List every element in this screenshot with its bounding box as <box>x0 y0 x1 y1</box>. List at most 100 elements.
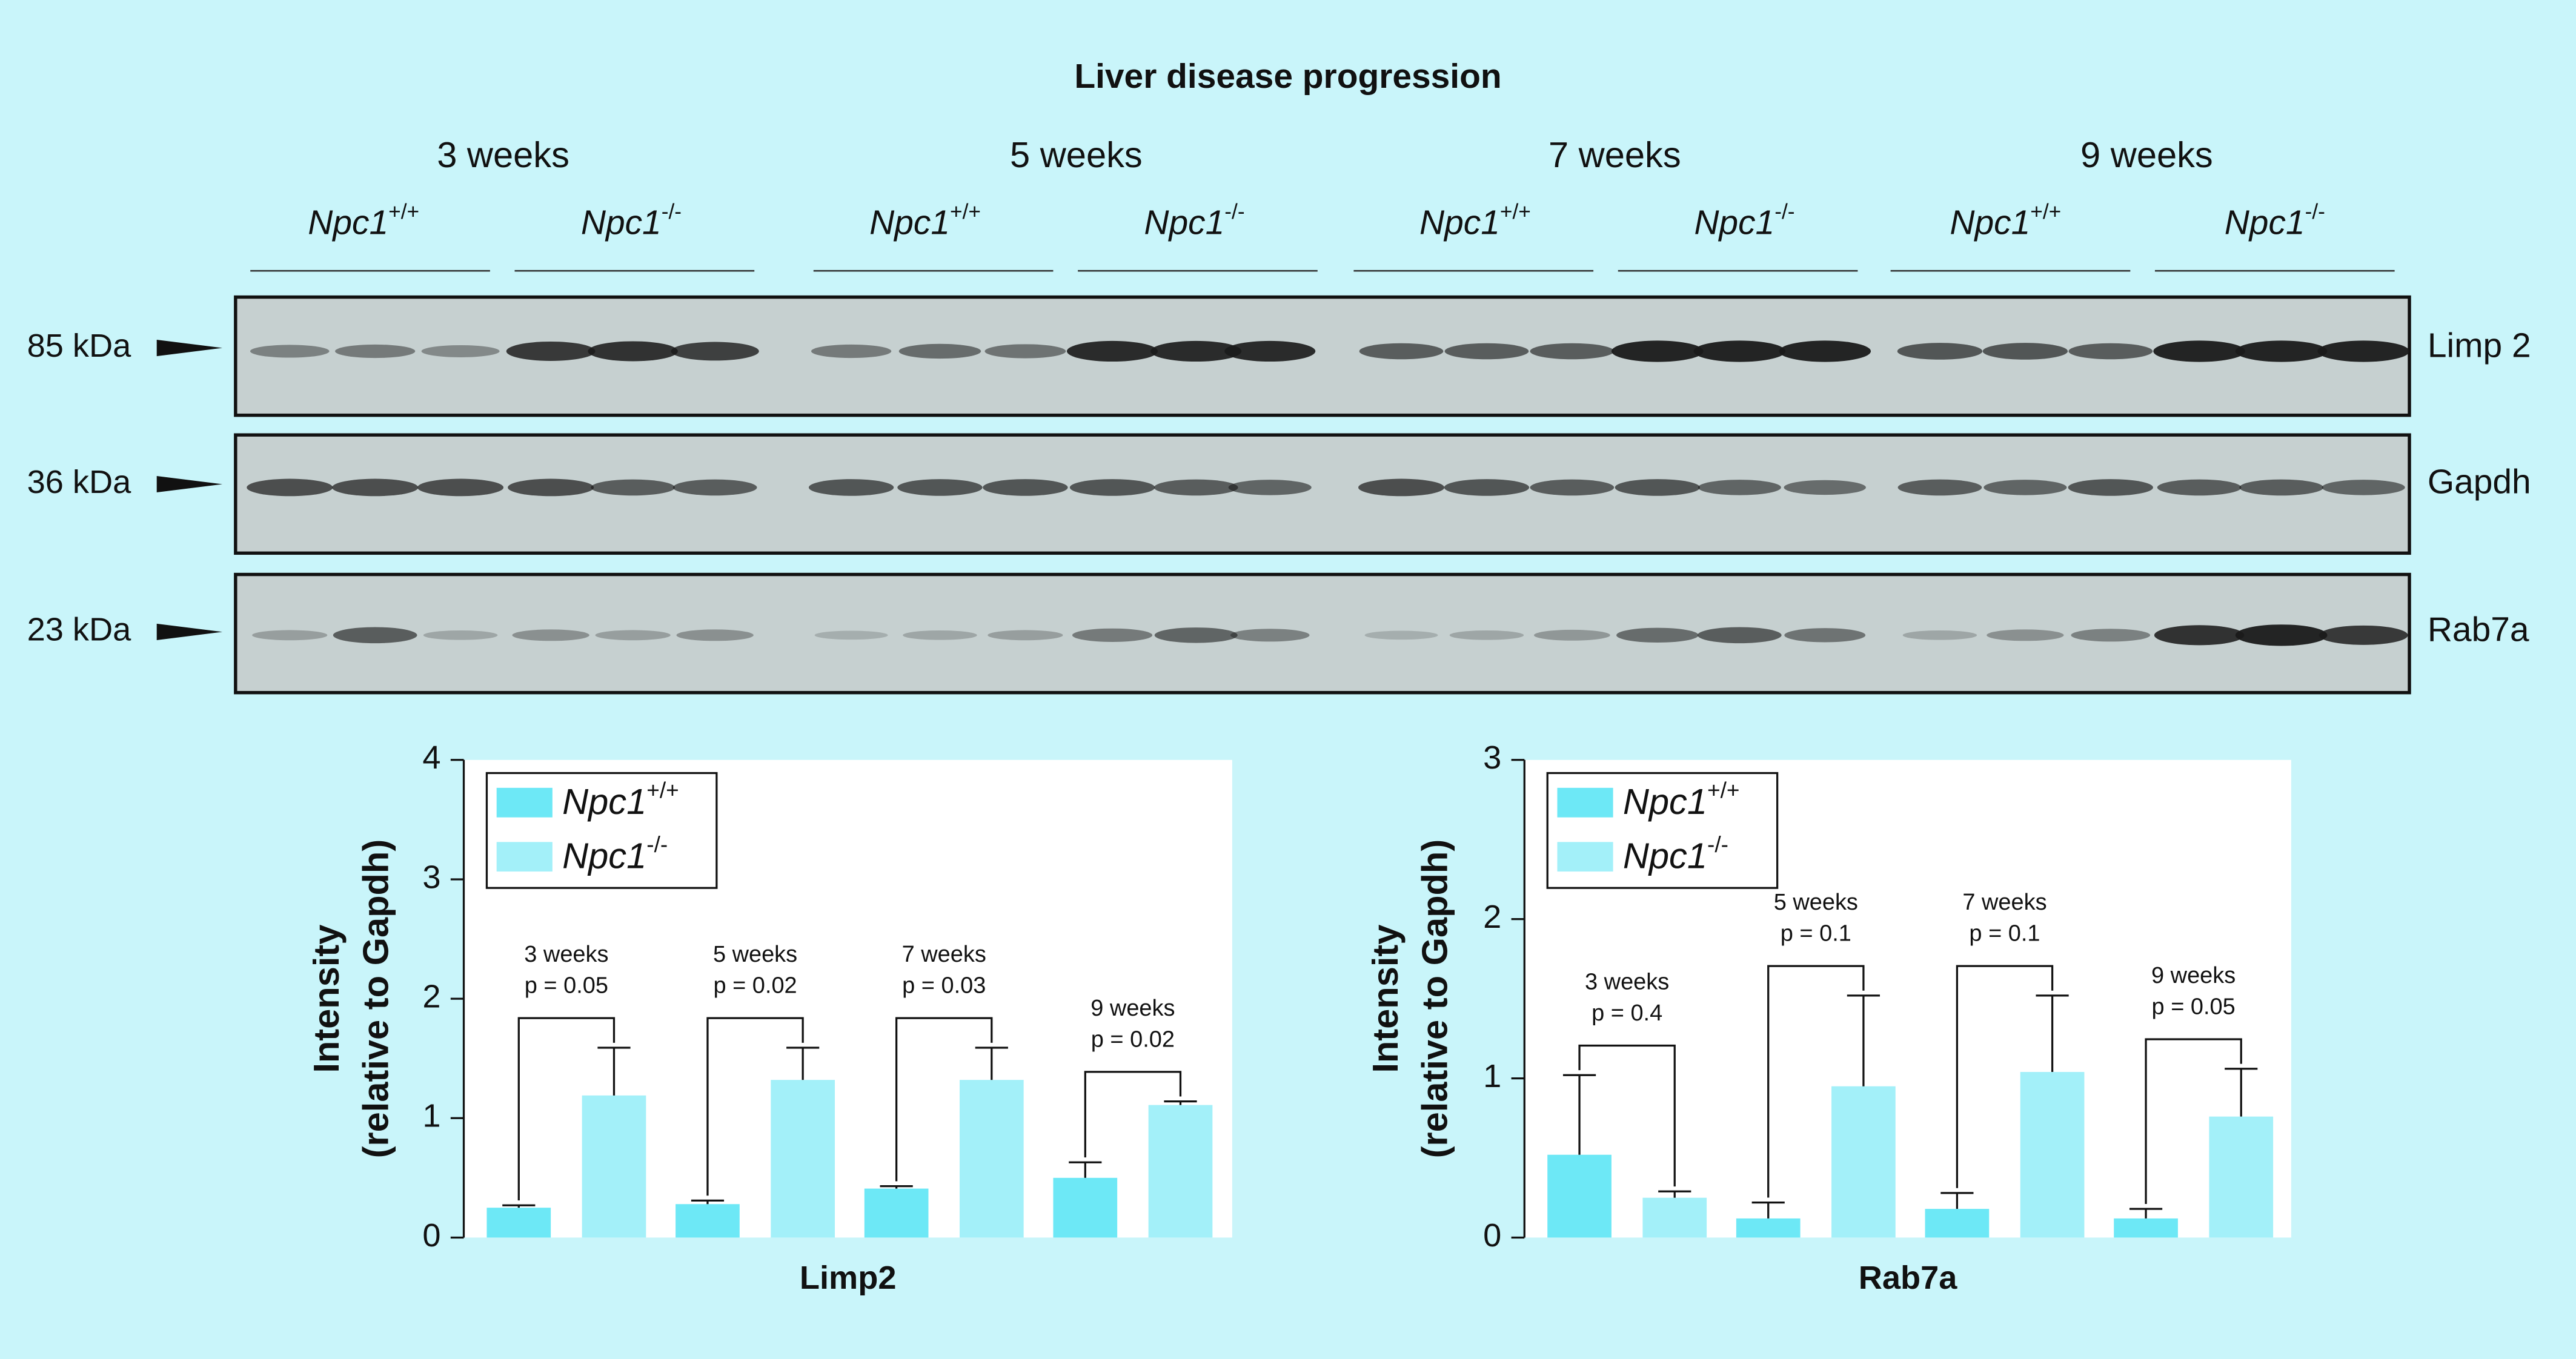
genotype-label: Npc1-/- <box>581 200 682 242</box>
bar <box>1053 1177 1118 1238</box>
blot-band <box>506 341 596 361</box>
bar <box>1547 1154 1612 1238</box>
blot-band <box>2071 629 2151 642</box>
blot-band <box>1779 340 1871 362</box>
y-tick-label: 2 <box>1483 899 1501 935</box>
blot-band <box>814 630 888 640</box>
blot-band <box>2068 479 2153 496</box>
blot-panel <box>234 433 2411 555</box>
genotype-label: Npc1+/+ <box>1419 200 1531 242</box>
blot-band <box>671 342 759 361</box>
blot-band <box>903 630 977 640</box>
annotation-text: p = 0.02 <box>1091 1027 1175 1052</box>
legend-swatch <box>496 787 553 818</box>
blot-band <box>1449 630 1524 640</box>
figure-title: Liver disease progression <box>1074 57 1501 96</box>
blot-band <box>1228 480 1312 495</box>
blot-band <box>421 345 500 357</box>
annotation-text: p = 0.1 <box>1969 921 2040 947</box>
blot-band <box>897 479 983 496</box>
blot-band <box>1150 340 1242 362</box>
error-bar <box>2036 994 2069 1073</box>
error-bar <box>975 1047 1008 1080</box>
legend-swatch <box>1557 787 1613 818</box>
y-axis-label: Intensity <box>1365 925 1406 1073</box>
y-tick-label: 3 <box>1483 739 1501 776</box>
bar <box>1642 1197 1707 1238</box>
blot-band <box>247 478 333 497</box>
annotation-text: p = 0.05 <box>525 973 608 999</box>
marker-label: 85 kDa <box>27 328 132 364</box>
blot-band <box>595 630 671 641</box>
genotype-label: Npc1+/+ <box>1950 200 2061 242</box>
timepoint-label: 7 weeks <box>1549 134 1681 175</box>
annotation-text: p = 0.02 <box>713 973 797 999</box>
genotype-label: Npc1-/- <box>1144 200 1244 242</box>
error-bar <box>1847 994 1881 1086</box>
y-tick-label: 0 <box>1483 1217 1501 1254</box>
blot-band <box>1897 479 1982 496</box>
error-bar <box>1164 1100 1197 1105</box>
x-axis-label: Rab7a <box>1859 1260 1958 1296</box>
annotation-text: p = 0.05 <box>2152 994 2236 1020</box>
blot-band <box>1530 343 1615 360</box>
blot-band <box>591 479 676 496</box>
timepoint-label: 5 weeks <box>1010 134 1143 175</box>
bar <box>1736 1218 1801 1238</box>
protein-label: Gapdh <box>2428 463 2531 501</box>
blot-band <box>1983 480 2067 495</box>
marker-arrow <box>156 340 223 357</box>
blot-band <box>1154 479 1238 496</box>
annotation-text: 9 weeks <box>2151 963 2236 988</box>
legend-swatch <box>1557 842 1613 872</box>
blot-band <box>1359 343 1444 360</box>
blot-band <box>1982 343 2068 360</box>
blot-band <box>2239 479 2324 496</box>
significance-bracket <box>1578 1044 1676 1187</box>
blot-band <box>1987 629 2064 641</box>
y-axis-label: Intensity <box>306 925 347 1073</box>
significance-bracket <box>895 1017 993 1182</box>
error-bar <box>2129 1208 2163 1218</box>
error-bar <box>786 1047 820 1080</box>
blot-band <box>2157 479 2242 496</box>
blot-band <box>2154 625 2245 646</box>
bar <box>1831 1086 1896 1238</box>
blot-band <box>1224 340 1316 362</box>
blot-band <box>1066 340 1158 362</box>
blot-band <box>423 630 498 640</box>
y-tick-label: 1 <box>1483 1058 1501 1094</box>
y-tick-label: 2 <box>422 978 440 1014</box>
blot-band <box>988 630 1063 641</box>
blot-band <box>1902 630 1977 640</box>
blot-band <box>1364 630 1438 640</box>
annotation-text: 7 weeks <box>902 942 986 967</box>
blot-band <box>1616 627 1699 643</box>
blot-band <box>1444 343 1529 360</box>
blot-band <box>1069 479 1155 496</box>
blot-band <box>1530 479 1615 496</box>
genotype-label: Npc1+/+ <box>308 200 419 242</box>
legend-label: Npc1-/- <box>562 832 668 876</box>
blot-band <box>2153 340 2246 362</box>
timepoint-label: 9 weeks <box>2080 134 2213 175</box>
significance-bracket <box>706 1017 804 1196</box>
protein-label: Limp 2 <box>2428 326 2531 365</box>
bar <box>2114 1218 2178 1238</box>
blot-band <box>898 343 981 359</box>
blot-band <box>335 344 416 359</box>
marker-arrow <box>156 623 223 640</box>
blot-band <box>1358 478 1445 497</box>
y-tick-label: 3 <box>422 859 440 895</box>
blot-band <box>808 479 894 496</box>
significance-bracket <box>1767 965 1865 1198</box>
significance-bracket <box>1084 1071 1182 1158</box>
error-bar <box>1562 1074 1596 1155</box>
annotation-text: 5 weeks <box>713 942 797 967</box>
blot-band <box>333 627 417 644</box>
bar <box>959 1080 1024 1238</box>
blot-band <box>1784 628 1866 643</box>
y-axis-label: (relative to Gapdh) <box>1414 839 1455 1159</box>
